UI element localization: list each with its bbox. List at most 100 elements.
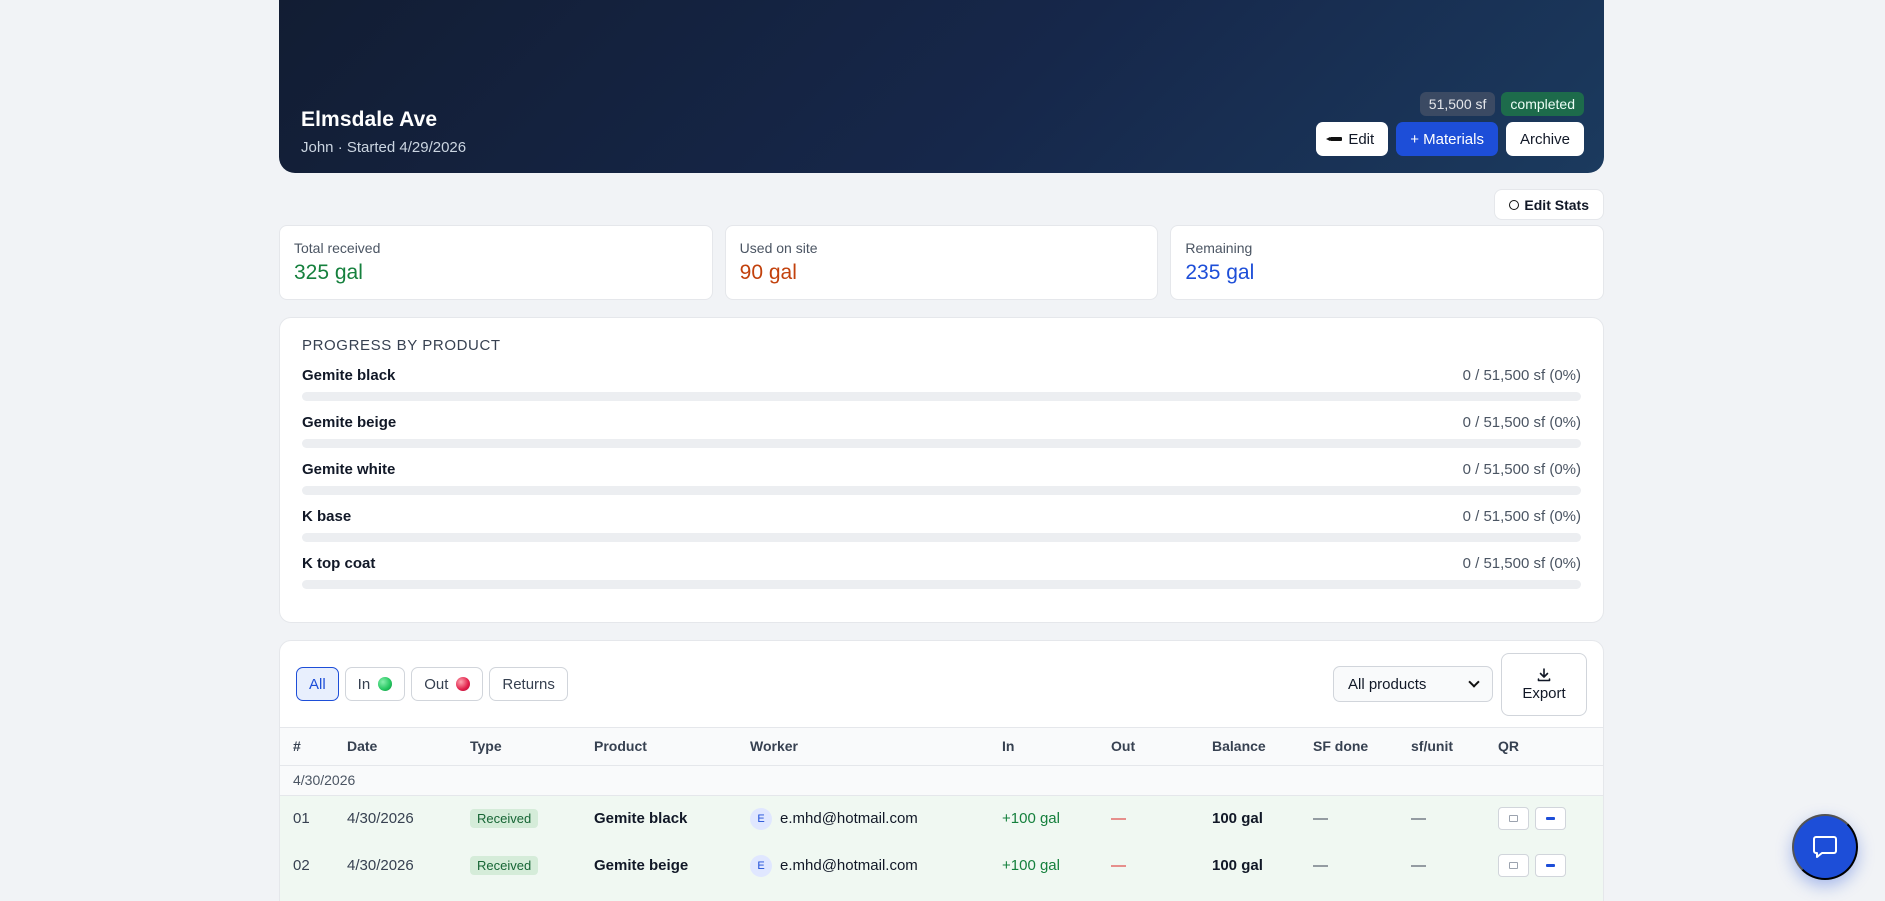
stat-value: 90 gal [739, 261, 797, 284]
row-qr-cell [1485, 842, 1603, 889]
row-worker-cell: E e.mhd@hotmail.com [737, 842, 989, 889]
table-row[interactable]: Received E [280, 889, 1603, 901]
status-badge: completed [1501, 92, 1584, 116]
row-in: +100 gal [989, 795, 1098, 842]
edit-stats-row: Edit Stats [279, 173, 1604, 225]
filter-tab-out[interactable]: Out [411, 667, 484, 701]
progress-product-name: K top coat [302, 555, 376, 572]
row-qr-cell [1485, 889, 1603, 901]
ledger-card: All In Out Returns All products [279, 640, 1604, 901]
row-sf-unit: — [1398, 842, 1485, 889]
progress-product-name: Gemite beige [302, 414, 397, 431]
row-worker: e.mhd@hotmail.com [780, 810, 918, 828]
stat-value: 325 gal [294, 261, 363, 284]
stat-label: Total received [294, 240, 381, 256]
progress-row: Gemite black 0 / 51,500 sf (0%) [302, 367, 1581, 401]
product-filter-value: All products [1348, 675, 1427, 693]
progress-value: 0 / 51,500 sf (0%) [1462, 508, 1581, 525]
column-header: Worker [737, 728, 989, 766]
pencil-icon [1546, 864, 1555, 867]
row-type-cell: Received [457, 795, 581, 842]
archive-button[interactable]: Archive [1505, 122, 1584, 156]
date-group-row: 4/30/2026 [280, 765, 1603, 796]
stats-row: Total received 325 gal Used on site 90 g… [279, 225, 1605, 300]
column-header: sf/unit [1398, 728, 1485, 766]
column-header: # [280, 728, 334, 766]
filter-tab-label: Returns [502, 675, 555, 693]
filter-tabs: All In Out Returns [296, 667, 568, 701]
edit-stats-button[interactable]: Edit Stats [1494, 189, 1604, 220]
area-badge: 51,500 sf [1419, 92, 1496, 116]
filter-tab-label: Out [424, 675, 449, 693]
progress-row: Gemite white 0 / 51,500 sf (0%) [302, 461, 1581, 495]
edit-button[interactable]: Edit [1316, 122, 1389, 156]
row-out [1098, 889, 1199, 901]
progress-bar [302, 486, 1581, 495]
row-number [280, 889, 334, 901]
download-icon [1537, 667, 1551, 681]
chat-bubble-icon [1813, 836, 1837, 858]
column-header: Product [581, 728, 737, 766]
row-product: Gemite beige [581, 842, 737, 889]
filter-tab-returns[interactable]: Returns [489, 667, 568, 701]
row-balance [1199, 889, 1300, 901]
row-edit-button[interactable] [1535, 807, 1566, 831]
row-out: — [1098, 842, 1199, 889]
ledger-table: # Date Type Product Worker In Out Balanc… [280, 728, 1603, 901]
stat-label: Remaining [1185, 240, 1253, 256]
progress-product-name: Gemite black [302, 367, 396, 384]
page-container: Elmsdale Ave John · Started 4/29/2026 51… [279, 0, 1605, 901]
stat-card-total-received: Total received 325 gal [279, 225, 713, 300]
column-header: Out [1098, 728, 1199, 766]
add-materials-button[interactable]: + Materials [1396, 122, 1498, 156]
row-number: 02 [280, 842, 334, 889]
row-product: Gemite black [581, 795, 737, 842]
row-sf-done: — [1300, 842, 1398, 889]
edit-button-label: Edit [1348, 130, 1375, 148]
green-dot-icon [378, 677, 393, 691]
row-worker-cell: E [737, 889, 989, 901]
progress-bar [302, 580, 1581, 589]
table-row[interactable]: 02 4/30/2026 Received Gemite beige E e.m… [280, 842, 1603, 889]
table-header-row: # Date Type Product Worker In Out Balanc… [280, 728, 1603, 766]
chat-button[interactable] [1792, 814, 1858, 880]
progress-bar [302, 392, 1581, 401]
archive-button-label: Archive [1519, 130, 1570, 148]
row-edit-button[interactable] [1535, 854, 1566, 877]
row-out: — [1098, 795, 1199, 842]
group-date: 4/30/2026 [280, 765, 1603, 796]
row-type-cell: Received [457, 842, 581, 889]
qr-view-button[interactable] [1498, 854, 1529, 877]
table-row[interactable]: 01 4/30/2026 Received Gemite black E e.m… [280, 795, 1603, 842]
column-header: Type [457, 728, 581, 766]
progress-value: 0 / 51,500 sf (0%) [1462, 555, 1581, 572]
red-dot-icon [456, 677, 471, 691]
row-number: 01 [280, 795, 334, 842]
qr-view-button[interactable] [1498, 807, 1529, 831]
column-header: In [989, 728, 1098, 766]
chevron-down-icon [1468, 676, 1480, 688]
stat-card-used-on-site: Used on site 90 gal [724, 225, 1159, 300]
project-badges: 51,500 sf completed [1419, 92, 1584, 116]
row-worker-cell: E e.mhd@hotmail.com [737, 795, 989, 842]
stat-value: 235 gal [1185, 261, 1255, 284]
column-header: Balance [1199, 728, 1300, 766]
gear-icon [1509, 199, 1520, 210]
progress-heading: PROGRESS BY PRODUCT [302, 337, 501, 354]
row-date [334, 889, 457, 901]
pencil-icon [1546, 817, 1555, 821]
filter-tab-in[interactable]: In [344, 667, 406, 701]
row-sf-done: — [1300, 795, 1398, 842]
stat-card-remaining: Remaining 235 gal [1170, 225, 1605, 300]
export-button[interactable]: Export [1501, 653, 1587, 716]
edit-stats-label: Edit Stats [1524, 196, 1589, 213]
filter-tab-all[interactable]: All [296, 667, 339, 701]
document-icon [1509, 862, 1518, 869]
document-icon [1509, 815, 1518, 823]
row-sf-unit [1398, 889, 1485, 901]
pencil-icon [1326, 137, 1343, 141]
row-product [581, 889, 737, 901]
progress-value: 0 / 51,500 sf (0%) [1462, 367, 1581, 384]
add-materials-label: + Materials [1410, 130, 1484, 148]
product-filter-select[interactable]: All products [1333, 666, 1493, 702]
